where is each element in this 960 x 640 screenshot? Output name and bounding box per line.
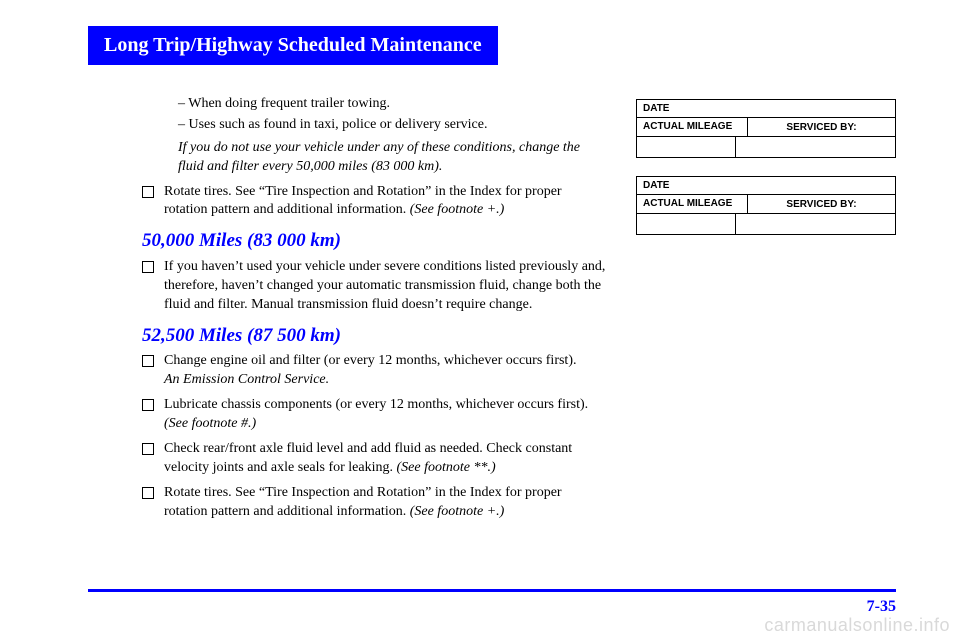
- service-record-box: DATE ACTUAL MILEAGE SERVICED BY:: [636, 176, 896, 235]
- checkbox-icon: [142, 443, 154, 455]
- checklist-item: If you haven’t used your vehicle under s…: [88, 258, 608, 315]
- checkbox-icon: [142, 186, 154, 198]
- checklist-item: Change engine oil and filter (or every 1…: [88, 352, 608, 390]
- footnote-ref: (See footnote #.): [164, 416, 256, 431]
- record-mileage-value: [637, 137, 736, 157]
- checkbox-icon: [142, 399, 154, 411]
- record-mileage-value: [637, 214, 736, 234]
- page-title-bar: Long Trip/Highway Scheduled Maintenance: [88, 26, 498, 65]
- main-content: – When doing frequent trailer towing. – …: [88, 95, 608, 527]
- record-mileage-label: ACTUAL MILEAGE: [637, 118, 748, 136]
- sub-bullet-1: – When doing frequent trailer towing.: [178, 95, 608, 114]
- checklist-item: Check rear/front axle fluid level and ad…: [88, 440, 608, 478]
- checklist-item: Rotate tires. See “Tire Inspection and R…: [88, 484, 608, 522]
- record-serviced-label: SERVICED BY:: [748, 118, 895, 136]
- section-heading-52k: 52,500 Miles (87 500 km): [142, 323, 608, 349]
- check-text: Change engine oil and filter (or every 1…: [164, 353, 576, 368]
- italic-note: If you do not use your vehicle under any…: [88, 139, 608, 177]
- checkbox-icon: [142, 355, 154, 367]
- section-heading-50k: 50,000 Miles (83 000 km): [142, 228, 608, 254]
- record-mileage-label: ACTUAL MILEAGE: [637, 195, 748, 213]
- checkbox-icon: [142, 487, 154, 499]
- footer-rule: [88, 589, 896, 592]
- checkbox-icon: [142, 261, 154, 273]
- record-serviced-value: [736, 137, 895, 157]
- footnote-ref: (See footnote **.): [393, 460, 496, 475]
- checklist-item: Lubricate chassis components (or every 1…: [88, 396, 608, 434]
- record-serviced-value: [736, 214, 895, 234]
- check-text: Check rear/front axle fluid level and ad…: [164, 441, 572, 475]
- page-number: 7-35: [867, 598, 896, 616]
- service-record-box: DATE ACTUAL MILEAGE SERVICED BY:: [636, 99, 896, 158]
- footnote-ref: An Emission Control Service.: [164, 372, 329, 387]
- record-date-label: DATE: [637, 177, 895, 195]
- check-text: If you haven’t used your vehicle under s…: [164, 258, 608, 315]
- footnote-ref: (See footnote +.): [406, 202, 504, 217]
- check-text: Lubricate chassis components (or every 1…: [164, 397, 588, 412]
- sub-bullet-2: – Uses such as found in taxi, police or …: [178, 116, 608, 135]
- record-date-label: DATE: [637, 100, 895, 118]
- checklist-item: Rotate tires. See “Tire Inspection and R…: [88, 183, 608, 221]
- service-record-column: DATE ACTUAL MILEAGE SERVICED BY: DATE AC…: [636, 95, 896, 527]
- record-serviced-label: SERVICED BY:: [748, 195, 895, 213]
- watermark-text: carmanualsonline.info: [764, 615, 950, 636]
- footnote-ref: (See footnote +.): [406, 504, 504, 519]
